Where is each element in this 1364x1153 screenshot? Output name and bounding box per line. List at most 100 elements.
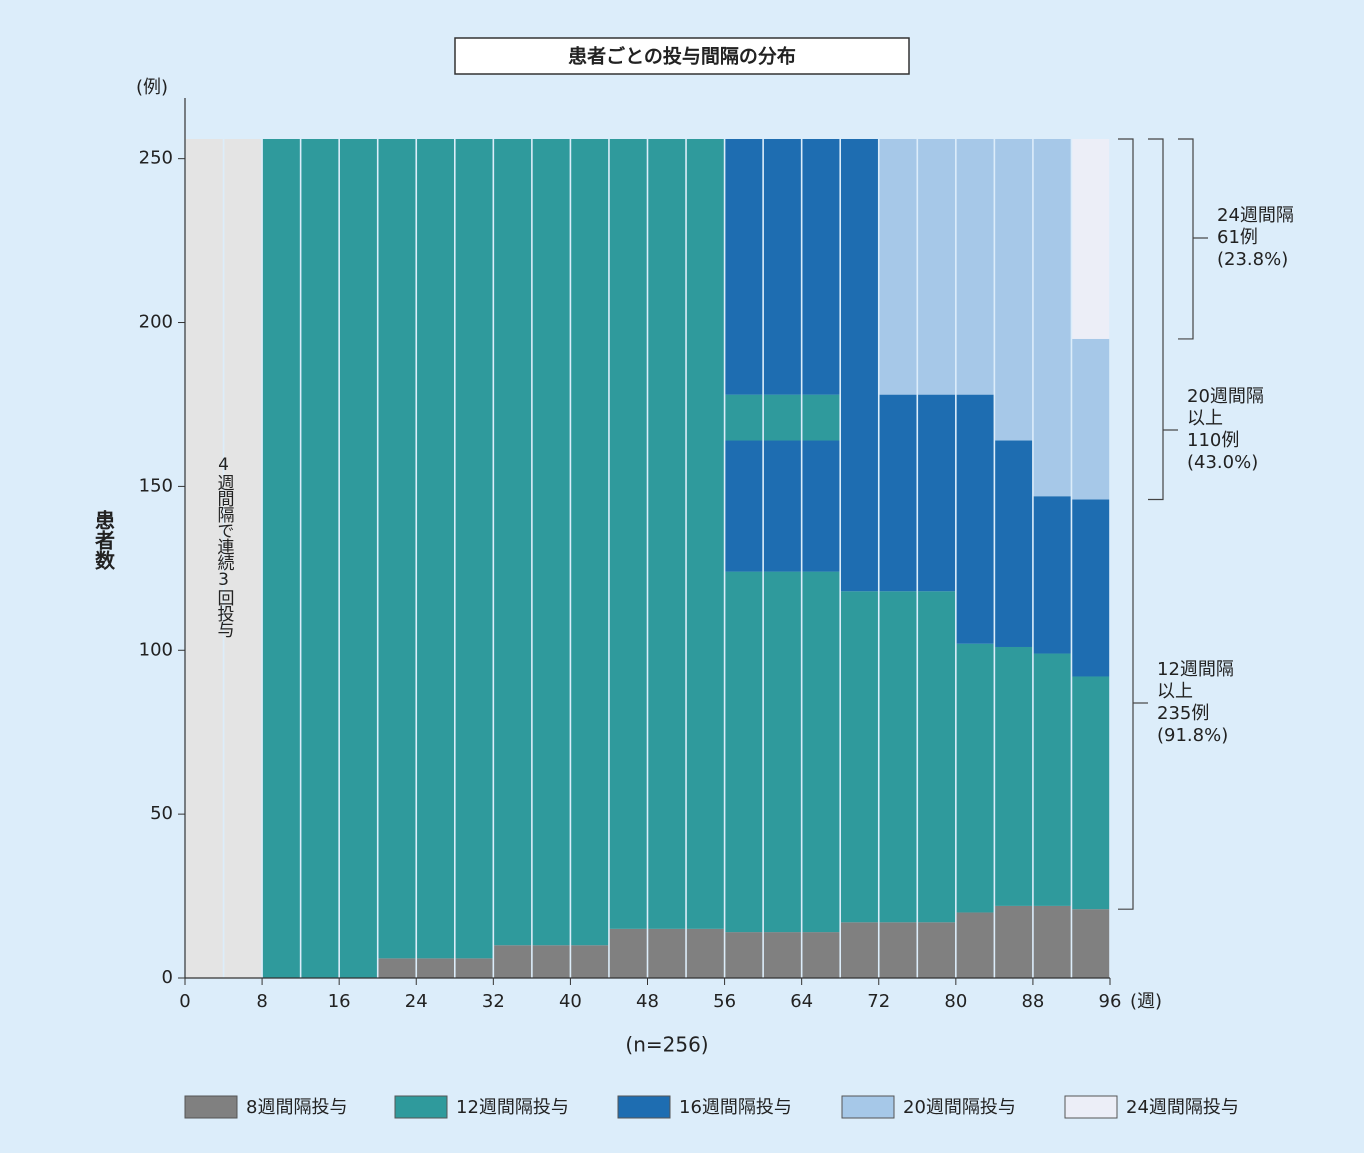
bracket-label: 以上 xyxy=(1157,681,1193,702)
bracket-label: 24週間隔 xyxy=(1217,205,1294,226)
bracket-label: (23.8%) xyxy=(1217,249,1288,270)
segment xyxy=(956,643,994,913)
y-label: 患者数 xyxy=(92,510,116,571)
segment xyxy=(918,139,956,395)
legend-swatch xyxy=(184,1095,238,1119)
segment xyxy=(571,139,609,946)
legend-swatch xyxy=(1064,1095,1118,1119)
initial-column xyxy=(185,139,223,978)
segment xyxy=(1033,905,1071,978)
x-tick-label: 16 xyxy=(328,991,351,1012)
x-tick-label: 64 xyxy=(790,991,813,1012)
segment xyxy=(763,571,801,933)
segment xyxy=(802,139,840,395)
segment xyxy=(995,646,1033,906)
bracket-label: 235例 xyxy=(1157,703,1209,724)
segment xyxy=(879,591,917,923)
x-tick-label: 32 xyxy=(482,991,505,1012)
segment xyxy=(763,440,801,572)
segment xyxy=(609,928,647,978)
segment xyxy=(609,139,647,929)
bracket-label: (91.8%) xyxy=(1157,725,1228,746)
initial-column xyxy=(224,139,262,978)
segment xyxy=(1033,653,1071,906)
segment xyxy=(301,139,339,978)
segment xyxy=(995,905,1033,978)
segment xyxy=(802,571,840,933)
segment xyxy=(802,394,840,441)
x-unit: (週) xyxy=(1130,991,1162,1012)
initial-label: 4週間隔で連続3回投与 xyxy=(214,455,235,638)
segment xyxy=(1072,909,1110,978)
segment xyxy=(1033,496,1071,654)
segment xyxy=(1072,139,1110,339)
legend-label: 12週間隔投与 xyxy=(456,1097,569,1118)
segment xyxy=(378,958,416,978)
segment xyxy=(763,394,801,441)
x-tick-label: 40 xyxy=(559,991,582,1012)
bracket-label: 20週間隔 xyxy=(1187,386,1264,407)
caption: (n=256) xyxy=(625,1033,708,1057)
segment xyxy=(956,139,994,395)
segment xyxy=(763,139,801,395)
segment xyxy=(455,958,493,978)
x-tick-label: 0 xyxy=(179,991,190,1012)
segment xyxy=(802,932,840,978)
segment xyxy=(956,912,994,978)
segment xyxy=(417,139,454,959)
legend-swatch xyxy=(617,1095,671,1119)
bracket-label: (43.0%) xyxy=(1187,452,1258,473)
legend-label: 24週間隔投与 xyxy=(1126,1097,1239,1118)
segment xyxy=(879,922,917,978)
segment xyxy=(262,139,300,978)
bracket-label: 12週間隔 xyxy=(1157,659,1234,680)
segment xyxy=(995,440,1033,647)
y-tick-label: 150 xyxy=(139,475,173,496)
segment xyxy=(918,394,956,592)
bracket-label: 以上 xyxy=(1187,408,1223,429)
segment xyxy=(648,139,686,929)
segment xyxy=(802,440,840,572)
segment xyxy=(1033,139,1071,497)
segment xyxy=(686,928,724,978)
y-unit: (例) xyxy=(136,77,168,98)
segment xyxy=(532,139,570,946)
legend-swatch xyxy=(394,1095,448,1119)
segment xyxy=(725,394,763,441)
segment xyxy=(1072,676,1110,910)
legend-label: 16週間隔投与 xyxy=(679,1097,792,1118)
segment xyxy=(455,139,493,959)
y-tick-label: 0 xyxy=(162,967,173,988)
bracket-label: 61例 xyxy=(1217,227,1258,248)
x-tick-label: 48 xyxy=(636,991,659,1012)
y-tick-label: 100 xyxy=(139,639,173,660)
segment xyxy=(763,932,801,978)
segment xyxy=(841,591,878,923)
segment xyxy=(494,139,532,946)
bracket xyxy=(1148,138,1164,501)
segment xyxy=(725,932,763,978)
legend-label: 20週間隔投与 xyxy=(903,1097,1016,1118)
segment xyxy=(725,571,763,933)
segment xyxy=(532,945,570,978)
title-box xyxy=(454,37,910,75)
segment xyxy=(378,139,416,959)
segment xyxy=(918,922,956,978)
bracket xyxy=(1178,138,1194,340)
segment xyxy=(339,139,377,978)
segment xyxy=(1072,499,1110,677)
x-tick-label: 8 xyxy=(256,991,267,1012)
x-tick-label: 24 xyxy=(405,991,428,1012)
segment xyxy=(1072,338,1110,500)
legend-swatch xyxy=(841,1095,895,1119)
segment xyxy=(879,139,917,395)
chart-title: 患者ごとの投与間隔の分布 xyxy=(568,45,796,68)
bracket xyxy=(1118,138,1134,910)
segment xyxy=(841,139,878,592)
segment xyxy=(841,922,878,978)
x-tick-label: 80 xyxy=(944,991,967,1012)
segment xyxy=(417,958,454,978)
legend-label: 8週間隔投与 xyxy=(246,1097,347,1118)
segment xyxy=(725,139,763,395)
